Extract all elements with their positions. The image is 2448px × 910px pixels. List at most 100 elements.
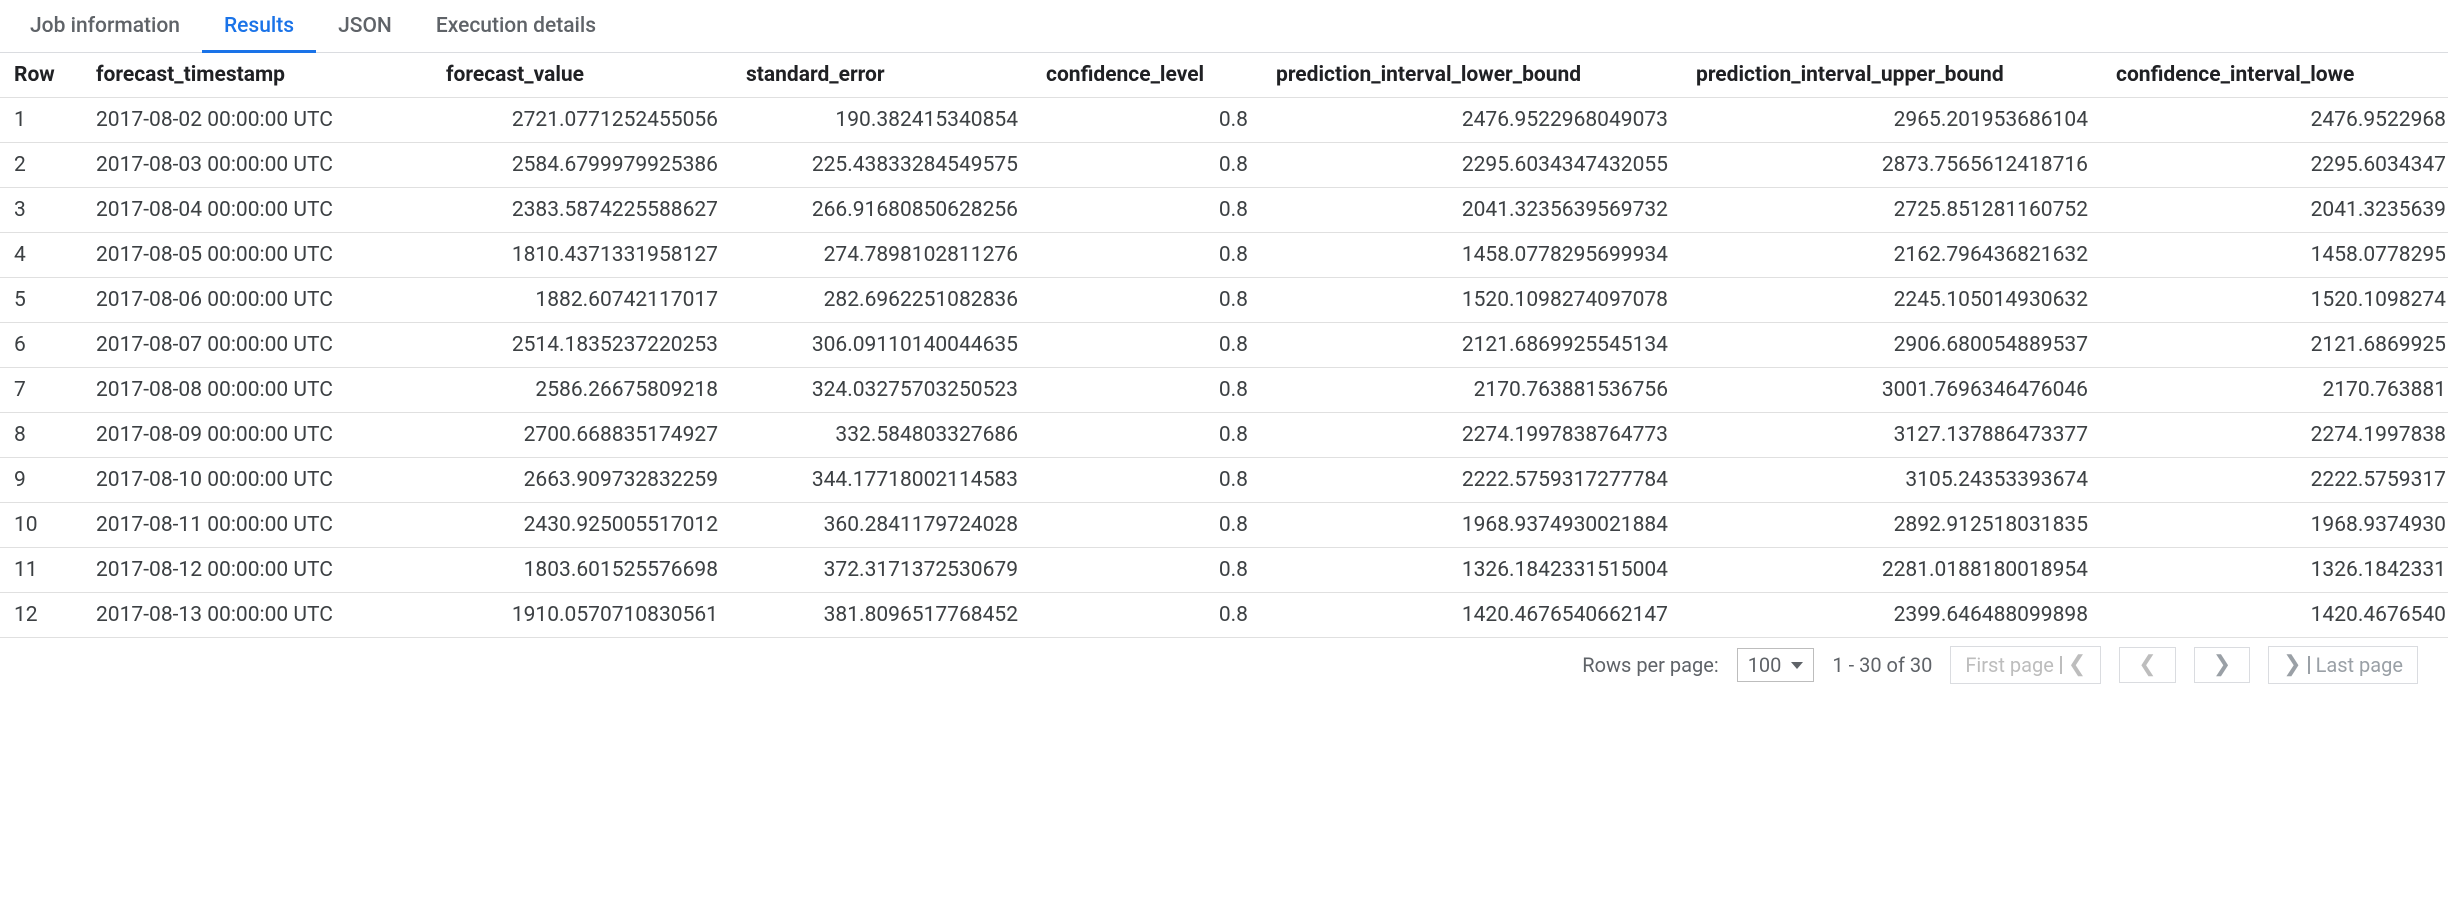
cell-confidence_level: 0.8 bbox=[1032, 143, 1262, 188]
first-page-button[interactable]: First page ❮ bbox=[1950, 646, 2101, 684]
cell-forecast_timestamp: 2017-08-05 00:00:00 UTC bbox=[82, 233, 432, 278]
cell-forecast_timestamp: 2017-08-11 00:00:00 UTC bbox=[82, 503, 432, 548]
results-table: Rowforecast_timestampforecast_valuestand… bbox=[0, 53, 2448, 638]
column-header-prediction_interval_upper_bound[interactable]: prediction_interval_upper_bound bbox=[1682, 53, 2102, 98]
cell-confidence_interval_lower: 2274.1997838 bbox=[2102, 413, 2448, 458]
cell-forecast_timestamp: 2017-08-02 00:00:00 UTC bbox=[82, 98, 432, 143]
cell-prediction_interval_lower_bound: 2170.763881536756 bbox=[1262, 368, 1682, 413]
cell-confidence_level: 0.8 bbox=[1032, 233, 1262, 278]
cell-row: 12 bbox=[0, 593, 82, 638]
cell-prediction_interval_upper_bound: 2281.0188180018954 bbox=[1682, 548, 2102, 593]
column-header-confidence_level[interactable]: confidence_level bbox=[1032, 53, 1262, 98]
cell-confidence_interval_lower: 1420.4676540 bbox=[2102, 593, 2448, 638]
column-header-forecast_value[interactable]: forecast_value bbox=[432, 53, 732, 98]
cell-row: 6 bbox=[0, 323, 82, 368]
cell-forecast_value: 1803.601525576698 bbox=[432, 548, 732, 593]
table-row: 112017-08-12 00:00:00 UTC1803.6015255766… bbox=[0, 548, 2448, 593]
table-row: 42017-08-05 00:00:00 UTC1810.43713319581… bbox=[0, 233, 2448, 278]
cell-standard_error: 381.8096517768452 bbox=[732, 593, 1032, 638]
tab-results[interactable]: Results bbox=[202, 0, 316, 53]
tab-job-information[interactable]: Job information bbox=[8, 0, 202, 53]
chevron-right-icon: ❯ bbox=[2283, 654, 2301, 676]
cell-confidence_interval_lower: 1968.9374930 bbox=[2102, 503, 2448, 548]
cell-prediction_interval_upper_bound: 2399.646488099898 bbox=[1682, 593, 2102, 638]
cell-standard_error: 344.17718002114583 bbox=[732, 458, 1032, 503]
rows-per-page-select[interactable]: 100 bbox=[1737, 648, 1815, 682]
cell-prediction_interval_upper_bound: 3105.24353393674 bbox=[1682, 458, 2102, 503]
cell-standard_error: 332.584803327686 bbox=[732, 413, 1032, 458]
table-row: 22017-08-03 00:00:00 UTC2584.67999799253… bbox=[0, 143, 2448, 188]
cell-prediction_interval_upper_bound: 3127.137886473377 bbox=[1682, 413, 2102, 458]
cell-row: 3 bbox=[0, 188, 82, 233]
column-header-prediction_interval_lower_bound[interactable]: prediction_interval_lower_bound bbox=[1262, 53, 1682, 98]
cell-row: 4 bbox=[0, 233, 82, 278]
cell-prediction_interval_upper_bound: 2162.796436821632 bbox=[1682, 233, 2102, 278]
table-row: 12017-08-02 00:00:00 UTC2721.07712524550… bbox=[0, 98, 2448, 143]
cell-forecast_timestamp: 2017-08-13 00:00:00 UTC bbox=[82, 593, 432, 638]
cell-confidence_level: 0.8 bbox=[1032, 593, 1262, 638]
tabs-bar: Job information Results JSON Execution deta… bbox=[0, 0, 2448, 53]
tab-execution-details[interactable]: Execution details bbox=[414, 0, 618, 53]
cell-forecast_timestamp: 2017-08-03 00:00:00 UTC bbox=[82, 143, 432, 188]
cell-prediction_interval_lower_bound: 1420.4676540662147 bbox=[1262, 593, 1682, 638]
cell-standard_error: 360.2841179724028 bbox=[732, 503, 1032, 548]
cell-confidence_level: 0.8 bbox=[1032, 278, 1262, 323]
cell-row: 10 bbox=[0, 503, 82, 548]
cell-forecast_value: 2383.5874225588627 bbox=[432, 188, 732, 233]
cell-confidence_level: 0.8 bbox=[1032, 188, 1262, 233]
column-header-row[interactable]: Row bbox=[0, 53, 82, 98]
table-row: 122017-08-13 00:00:00 UTC1910.0570710830… bbox=[0, 593, 2448, 638]
tab-label: Results bbox=[224, 14, 294, 38]
cell-forecast_value: 1910.0570710830561 bbox=[432, 593, 732, 638]
cell-row: 5 bbox=[0, 278, 82, 323]
cell-row: 9 bbox=[0, 458, 82, 503]
last-page-button[interactable]: ❯ Last page bbox=[2268, 646, 2418, 684]
cell-forecast_timestamp: 2017-08-06 00:00:00 UTC bbox=[82, 278, 432, 323]
page-range: 1 - 30 of 30 bbox=[1832, 653, 1932, 677]
cell-forecast_value: 2700.668835174927 bbox=[432, 413, 732, 458]
table-row: 92017-08-10 00:00:00 UTC2663.90973283225… bbox=[0, 458, 2448, 503]
cell-prediction_interval_upper_bound: 3001.7696346476046 bbox=[1682, 368, 2102, 413]
cell-prediction_interval_lower_bound: 1968.9374930021884 bbox=[1262, 503, 1682, 548]
table-row: 82017-08-09 00:00:00 UTC2700.66883517492… bbox=[0, 413, 2448, 458]
cell-confidence_level: 0.8 bbox=[1032, 98, 1262, 143]
cell-row: 11 bbox=[0, 548, 82, 593]
cell-prediction_interval_upper_bound: 2873.7565612418716 bbox=[1682, 143, 2102, 188]
column-header-confidence_interval_lower[interactable]: confidence_interval_lowe bbox=[2102, 53, 2448, 98]
cell-standard_error: 225.43833284549575 bbox=[732, 143, 1032, 188]
bar-icon bbox=[2060, 656, 2062, 674]
bar-icon bbox=[2308, 656, 2310, 674]
cell-forecast_value: 2514.1835237220253 bbox=[432, 323, 732, 368]
cell-confidence_interval_lower: 1520.1098274 bbox=[2102, 278, 2448, 323]
cell-standard_error: 372.3171372530679 bbox=[732, 548, 1032, 593]
cell-confidence_interval_lower: 2222.5759317 bbox=[2102, 458, 2448, 503]
cell-prediction_interval_lower_bound: 2274.1997838764773 bbox=[1262, 413, 1682, 458]
cell-row: 2 bbox=[0, 143, 82, 188]
cell-prediction_interval_lower_bound: 2121.6869925545134 bbox=[1262, 323, 1682, 368]
column-header-forecast_timestamp[interactable]: forecast_timestamp bbox=[82, 53, 432, 98]
chevron-left-icon: ❮ bbox=[2068, 654, 2086, 676]
tab-label: Execution details bbox=[436, 14, 596, 38]
cell-forecast_timestamp: 2017-08-12 00:00:00 UTC bbox=[82, 548, 432, 593]
prev-page-button[interactable]: ❮ bbox=[2119, 647, 2175, 683]
pager: Rows per page: 100 1 - 30 of 30 First pa… bbox=[0, 638, 2448, 684]
cell-prediction_interval_upper_bound: 2725.851281160752 bbox=[1682, 188, 2102, 233]
column-header-standard_error[interactable]: standard_error bbox=[732, 53, 1032, 98]
cell-confidence_interval_lower: 1326.1842331 bbox=[2102, 548, 2448, 593]
cell-prediction_interval_upper_bound: 2906.680054889537 bbox=[1682, 323, 2102, 368]
cell-forecast_value: 2663.909732832259 bbox=[432, 458, 732, 503]
cell-forecast_timestamp: 2017-08-08 00:00:00 UTC bbox=[82, 368, 432, 413]
table-header-row: Rowforecast_timestampforecast_valuestand… bbox=[0, 53, 2448, 98]
next-page-button[interactable]: ❯ bbox=[2194, 647, 2250, 683]
chevron-right-icon: ❯ bbox=[2213, 654, 2231, 676]
cell-confidence_level: 0.8 bbox=[1032, 368, 1262, 413]
table-row: 72017-08-08 00:00:00 UTC2586.26675809218… bbox=[0, 368, 2448, 413]
cell-standard_error: 324.03275703250523 bbox=[732, 368, 1032, 413]
table-row: 102017-08-11 00:00:00 UTC2430.9250055170… bbox=[0, 503, 2448, 548]
tab-json[interactable]: JSON bbox=[316, 0, 414, 53]
cell-confidence_interval_lower: 1458.0778295 bbox=[2102, 233, 2448, 278]
cell-prediction_interval_lower_bound: 1326.1842331515004 bbox=[1262, 548, 1682, 593]
cell-row: 8 bbox=[0, 413, 82, 458]
cell-confidence_interval_lower: 2041.3235639 bbox=[2102, 188, 2448, 233]
cell-confidence_interval_lower: 2121.6869925 bbox=[2102, 323, 2448, 368]
